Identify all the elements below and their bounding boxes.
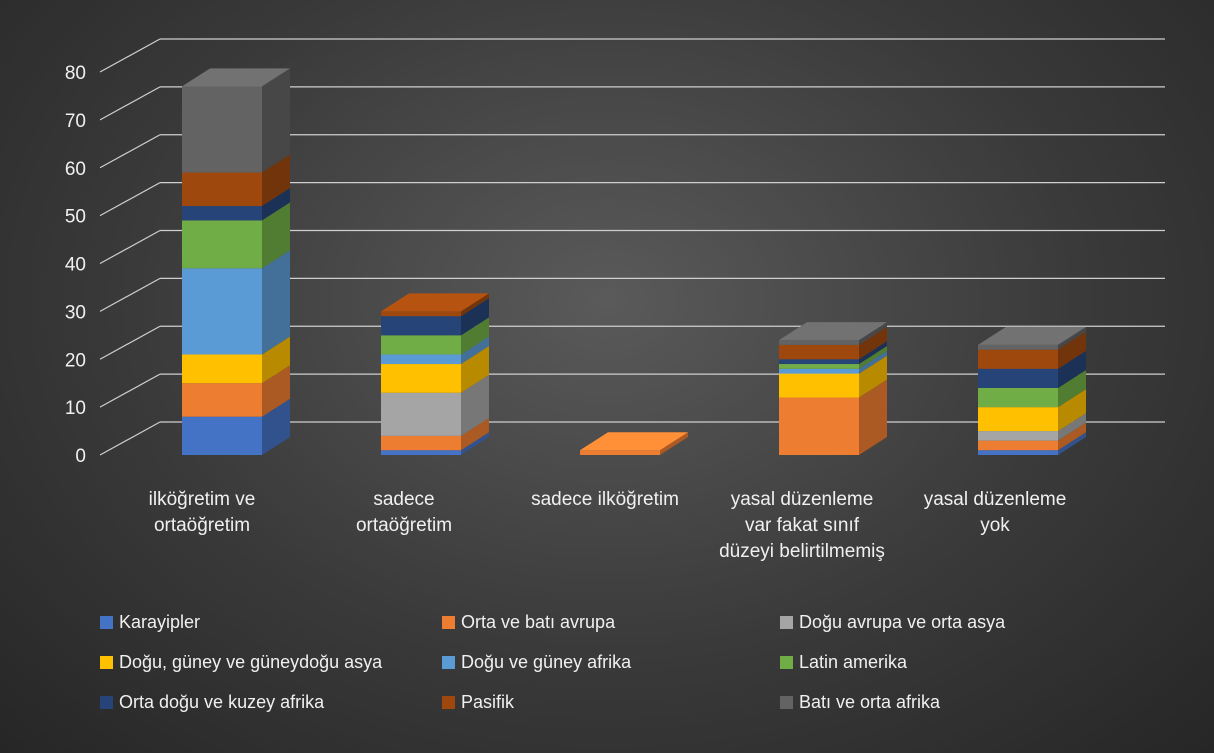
legend-swatch (100, 696, 113, 709)
bar-segment (182, 365, 290, 417)
legend-swatch (100, 616, 113, 629)
legend-swatch (442, 696, 455, 709)
legend-item: Pasifik (442, 692, 514, 713)
bar-segment (580, 432, 688, 455)
bar-segment (381, 298, 489, 336)
bar-segment (381, 336, 489, 365)
legend-swatch (442, 656, 455, 669)
legend-label: Batı ve orta afrika (799, 692, 941, 712)
bar-segment (978, 331, 1086, 369)
bar-segment (182, 336, 290, 384)
bar-segment (978, 389, 1086, 432)
y-tick-label: 20 (65, 350, 86, 371)
legend-swatch (100, 656, 113, 669)
category-label-1: ilköğretim ve ortaöğretim (148, 489, 256, 536)
y-tick-label: 0 (75, 446, 86, 467)
category-label-5: yasal düzenleme yok (923, 489, 1067, 536)
legend-item: Orta ve batı avrupa (442, 612, 615, 633)
legend-swatch (780, 616, 793, 629)
legend-item: Karayipler (100, 612, 200, 633)
legend-swatch (780, 696, 793, 709)
legend-item: Latin amerika (780, 652, 907, 673)
bar-top (779, 322, 887, 341)
legend-item: Doğu ve güney afrika (442, 652, 631, 673)
bar-segment (779, 346, 887, 369)
legend-swatch (780, 656, 793, 669)
legend-item: Orta doğu ve kuzey afrika (100, 692, 324, 713)
bar-top (381, 293, 489, 312)
bar-top (182, 68, 290, 87)
grid-diagonal (99, 182, 161, 217)
bar-segment (182, 398, 290, 455)
bar-segment (779, 350, 887, 374)
bar-segment (779, 355, 887, 398)
legend-swatch (442, 616, 455, 629)
bar-segment (779, 379, 887, 455)
bar-segment (182, 250, 290, 355)
grid-diagonal (99, 277, 161, 312)
bar-segment (381, 346, 489, 393)
bar-segment (182, 154, 290, 207)
bar-segment (182, 188, 290, 221)
bar-segment (779, 322, 887, 345)
bar-segment (381, 432, 489, 455)
legend-label: Pasifik (461, 692, 515, 712)
bar-top (978, 326, 1086, 345)
legend-item: Batı ve orta afrika (780, 692, 940, 713)
plot-area: 0 10 20 30 40 50 60 70 80 (65, 38, 1165, 467)
bar-segment (978, 413, 1086, 441)
legend-label: Doğu, güney ve güneydoğu asya (119, 652, 383, 672)
bar-segment (182, 68, 290, 173)
y-tick-label: 30 (65, 302, 86, 323)
legend-label: Latin amerika (799, 652, 908, 672)
y-tick-label: 50 (65, 207, 86, 228)
grid-diagonal (99, 134, 161, 169)
y-tick-label: 60 (65, 159, 86, 180)
bar-segment (978, 350, 1086, 388)
legend-label: Karayipler (119, 612, 201, 632)
bar-segment (381, 317, 489, 355)
legend-label: Orta doğu ve kuzey afrika (119, 692, 325, 712)
bar-segment (978, 326, 1086, 350)
legend-label: Doğu ve güney afrika (461, 652, 632, 672)
category-label-2: sadece ortaöğretim (355, 489, 453, 536)
grid-diagonal (99, 86, 161, 121)
grid-diagonal (99, 421, 161, 456)
bar-segment (978, 422, 1086, 451)
bar-segment (381, 374, 489, 436)
y-tick-label: 70 (65, 111, 86, 132)
bar-segment (779, 326, 887, 360)
grid-diagonal (99, 325, 161, 360)
legend-item: Doğu, güney ve güneydoğu asya (100, 652, 382, 673)
grid-diagonal (99, 229, 161, 265)
bar-segment (182, 202, 290, 269)
category-label-3: sadece ilköğretim (531, 489, 679, 510)
bar-segment (381, 293, 489, 317)
bar-segment (779, 341, 887, 365)
y-tick-label: 10 (65, 398, 86, 419)
grid-diagonal (99, 373, 161, 408)
legend-label: Doğu avrupa ve orta asya (799, 612, 1006, 632)
bar-segment (381, 417, 489, 451)
bar-top (580, 432, 688, 451)
bar-segment (978, 369, 1086, 408)
category-label-4: yasal düzenleme var fakat sınıf düzeyi b… (719, 489, 885, 562)
legend-label: Orta ve batı avrupa (461, 612, 616, 632)
legend-item: Doğu avrupa ve orta asya (780, 612, 1005, 633)
y-tick-label: 40 (65, 255, 86, 276)
grid-diagonal (99, 38, 161, 73)
y-tick-label: 80 (65, 63, 86, 84)
bar-segment (978, 432, 1086, 455)
